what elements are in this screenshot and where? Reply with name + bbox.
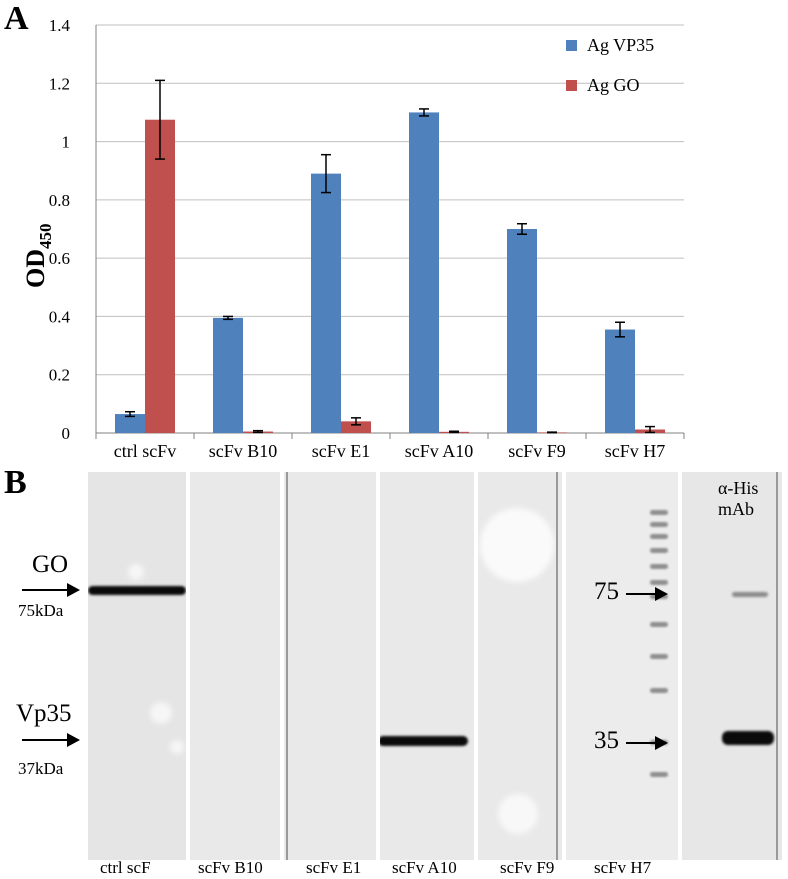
blot-lane-b10 (190, 472, 280, 860)
vp35-marker-label: Vp35 (16, 700, 72, 727)
x-category-label: ctrl scFv (114, 441, 177, 461)
bar-0-2 (311, 173, 341, 433)
ladder-band (650, 548, 668, 553)
bar-0-4 (507, 229, 537, 433)
lane-label-b10: scFv B10 (198, 858, 263, 877)
lane-label-ctrl: ctrl scF (100, 858, 151, 877)
vp35-arrow-icon (22, 733, 80, 747)
legend-swatch-0 (566, 40, 577, 51)
bar-1-0 (145, 119, 175, 433)
antibody-label-line2: mAb (718, 499, 754, 519)
y-tick-label: 0.2 (49, 366, 70, 385)
lane-label-f9: scFv F9 (500, 858, 555, 877)
bar-1-2 (341, 421, 371, 433)
panel-b-letter: B (4, 464, 27, 501)
blot-spot (128, 564, 144, 580)
legend-label-0: Ag VP35 (587, 35, 654, 55)
blot-lane-e1 (284, 472, 376, 860)
go-size-label: 75kDa (18, 601, 64, 620)
kda-75-arrow-icon (626, 587, 668, 601)
x-category-label: scFv B10 (209, 441, 278, 461)
his-35-band (722, 731, 774, 745)
blot-spot (170, 740, 184, 754)
bar-0-3 (409, 112, 439, 433)
bar-0-1 (213, 317, 243, 433)
blot-lane-f9 (478, 472, 562, 860)
y-tick-label: 1 (62, 133, 71, 152)
antibody-label: α-His mAb (718, 478, 758, 520)
antibody-label-line1: α-His (718, 478, 759, 498)
x-category-label: scFv E1 (312, 441, 371, 461)
y-tick-label: 0.8 (49, 191, 70, 210)
lane-label-a10: scFv A10 (392, 858, 457, 877)
ladder-band (650, 564, 668, 569)
x-category-label: scFv F9 (508, 441, 566, 461)
blot-lane-his (682, 472, 782, 860)
kda-75-label: 75 (594, 578, 619, 605)
panel-a-letter: A (4, 0, 29, 37)
go-arrow-icon (22, 583, 80, 597)
ladder-band (650, 688, 668, 693)
lane-label-h7: scFv H7 (594, 858, 652, 877)
x-category-label: scFv A10 (405, 441, 474, 461)
blot-spot (150, 702, 172, 724)
y-axis-title: OD450 (21, 224, 55, 289)
his-75-band (732, 592, 768, 597)
kda-35-label: 35 (594, 727, 619, 754)
ladder-band (650, 534, 668, 539)
kda-35-arrow-icon (626, 736, 668, 750)
x-category-label: scFv H7 (605, 441, 666, 461)
od450-bar-chart: 0 0.2 0.4 0.6 0.8 1 1.2 1.4 ctrl scFv scFv B10 scF… (21, 16, 685, 461)
lane-edge (776, 472, 778, 860)
go-band (88, 586, 186, 595)
legend-swatch-1 (566, 80, 577, 91)
ladder-band (650, 510, 668, 515)
bar-0-0 (115, 414, 145, 433)
legend-label-1: Ag GO (587, 75, 640, 95)
ladder-band (650, 522, 668, 527)
ladder-band (650, 622, 668, 627)
ladder-band (650, 580, 668, 585)
blot-lane-ctrl (88, 472, 186, 860)
ladder-band (650, 654, 668, 659)
lane-label-e1: scFv E1 (306, 858, 362, 877)
blot-spot (480, 508, 554, 582)
western-blot (88, 472, 782, 860)
y-tick-label: 1.4 (49, 16, 71, 35)
bar-0-5 (605, 329, 635, 433)
blot-lane-h7-ladder (566, 472, 678, 860)
vp35-band (380, 736, 468, 746)
lane-edge (286, 472, 288, 860)
y-tick-label: 0.4 (49, 307, 71, 326)
vp35-size-label: 37kDa (18, 759, 64, 778)
y-tick-label: 0.6 (49, 249, 70, 268)
ladder-band (650, 772, 668, 777)
blot-spot (498, 794, 538, 834)
blot-lane-a10 (380, 472, 474, 860)
lane-edge (556, 472, 558, 860)
go-marker-label: GO (32, 551, 69, 578)
y-tick-label: 0 (62, 424, 71, 443)
y-tick-label: 1.2 (49, 74, 70, 93)
